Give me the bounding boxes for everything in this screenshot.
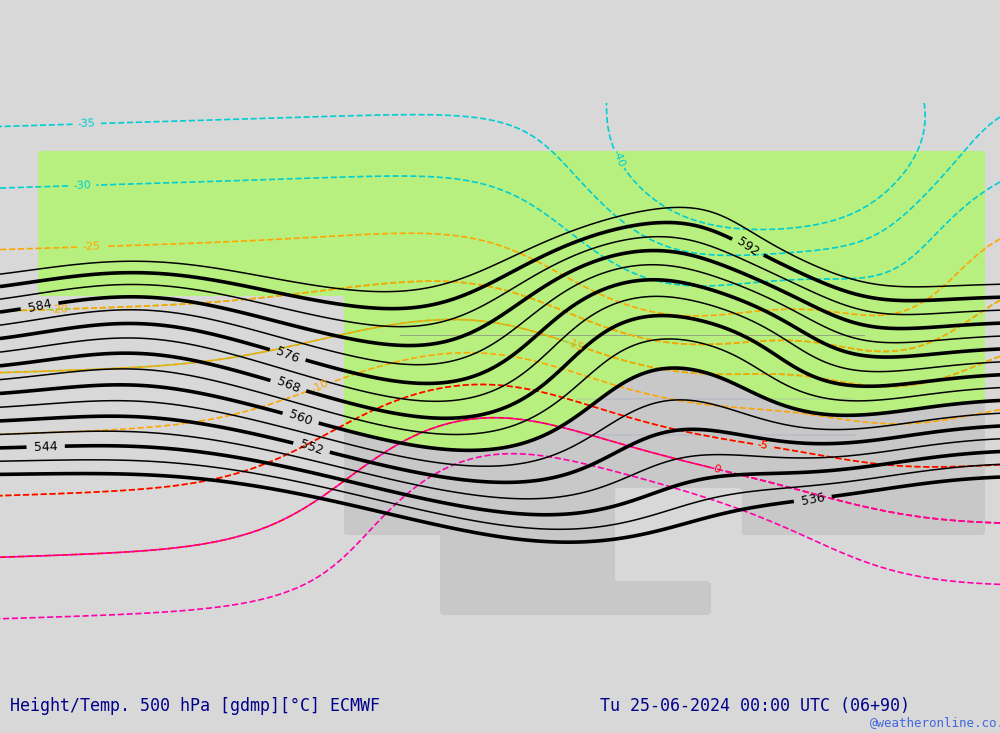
Text: -5: -5 — [756, 439, 769, 452]
Text: 544: 544 — [34, 440, 58, 454]
Text: 592: 592 — [735, 235, 761, 259]
Text: -10: -10 — [309, 378, 330, 395]
Text: -5: -5 — [756, 439, 769, 452]
Text: -15: -15 — [565, 336, 586, 353]
Text: 536: 536 — [800, 490, 826, 507]
Text: 576: 576 — [274, 345, 301, 365]
Text: 0: 0 — [712, 463, 722, 475]
Text: -25: -25 — [82, 241, 101, 252]
Text: -40: -40 — [611, 148, 626, 169]
Text: 552: 552 — [298, 438, 325, 457]
Text: 568: 568 — [275, 375, 302, 396]
Text: @weatheronline.co.uk: @weatheronline.co.uk — [870, 716, 1000, 729]
Text: -20: -20 — [50, 303, 69, 314]
Text: Height/Temp. 500 hPa [gdmp][°C] ECMWF: Height/Temp. 500 hPa [gdmp][°C] ECMWF — [10, 696, 380, 715]
Text: -30: -30 — [73, 180, 91, 191]
Text: 584: 584 — [27, 297, 53, 315]
Text: 560: 560 — [287, 408, 314, 428]
Text: Tu 25-06-2024 00:00 UTC (06+90): Tu 25-06-2024 00:00 UTC (06+90) — [600, 696, 910, 715]
Text: -35: -35 — [78, 119, 96, 129]
